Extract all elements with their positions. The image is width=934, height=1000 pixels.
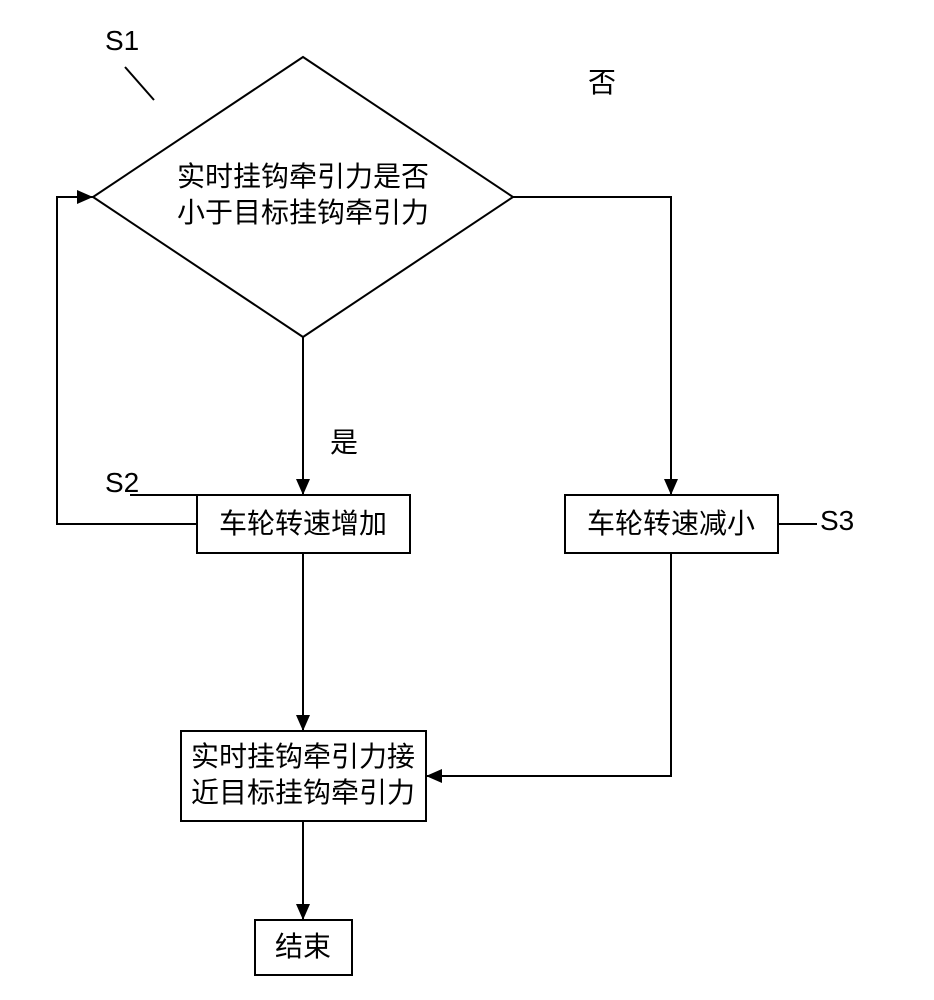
label-no_label: 否: [588, 67, 616, 98]
label-s3_label: S3: [820, 505, 854, 536]
arrowhead: [296, 904, 310, 920]
edge-dec_to_decrease: [513, 197, 671, 495]
text-approach-1: 近目标挂钩牵引力: [191, 777, 415, 808]
text-increase-0: 车轮转速增加: [219, 508, 387, 539]
text-decision-1: 小于目标挂钩牵引力: [177, 197, 429, 228]
arrowhead: [426, 769, 442, 783]
text-end-0: 结束: [275, 931, 331, 962]
text-decision-0: 实时挂钩牵引力是否: [177, 161, 429, 192]
arrowhead: [296, 715, 310, 731]
label-s1_label: S1: [105, 25, 139, 56]
label-s2_label: S2: [105, 467, 139, 498]
arrowhead: [664, 479, 678, 495]
callout-decision: [125, 67, 154, 100]
label-yes_label: 是: [330, 427, 358, 458]
text-decrease-0: 车轮转速减小: [587, 508, 755, 539]
text-approach-0: 实时挂钩牵引力接: [191, 741, 415, 772]
arrowhead: [77, 190, 93, 204]
arrowhead: [296, 479, 310, 495]
edge-decrease_to_approach: [426, 553, 671, 776]
flowchart-canvas: S1 实时挂钩牵引力是否小于目标挂钩牵引力是 否 S2 S3 车轮转速增加 车轮转速减小实时…: [0, 0, 934, 1000]
